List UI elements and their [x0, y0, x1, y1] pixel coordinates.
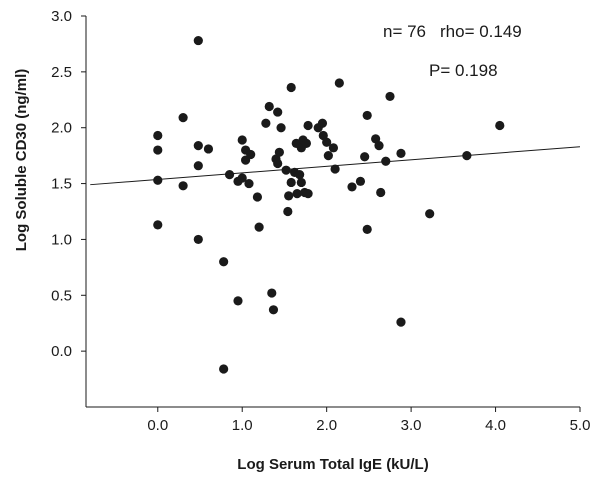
data-point — [425, 209, 435, 219]
data-point — [323, 151, 333, 161]
y-axis-title: Log Soluble CD30 (ng/ml) — [13, 69, 30, 252]
data-point — [267, 288, 277, 298]
x-tick-label: 0.0 — [147, 417, 168, 434]
y-tick-label: 3.0 — [51, 8, 72, 25]
data-point — [292, 189, 302, 199]
x-axis-title: Log Serum Total IgE (kU/L) — [237, 456, 428, 473]
data-point — [268, 305, 279, 315]
data-point — [295, 170, 305, 180]
data-point — [322, 137, 332, 147]
data-point — [334, 78, 344, 88]
data-point — [264, 101, 274, 112]
data-point — [274, 147, 284, 157]
data-point — [244, 178, 254, 189]
tick-group: 0.0 0.5 1.0 1.5 2.0 2.5 3.0 0.0 1.0 2.0 3.0 4.0 5.0 — [51, 8, 590, 434]
data-point — [355, 176, 366, 186]
data-point — [385, 91, 395, 102]
data-point — [381, 156, 391, 166]
y-tick-label: 2.5 — [51, 64, 72, 81]
data-point — [153, 220, 163, 230]
data-point — [153, 175, 163, 185]
data-point — [224, 170, 235, 180]
data-point — [396, 317, 406, 327]
x-tick-label: 5.0 — [570, 417, 591, 434]
x-tick-label: 2.0 — [316, 417, 337, 434]
y-tick-label: 2.0 — [51, 120, 72, 137]
data-point — [286, 82, 296, 93]
data-point — [374, 140, 384, 151]
data-point — [219, 257, 229, 267]
y-tick-label: 0.0 — [51, 343, 72, 360]
data-point — [254, 222, 264, 232]
data-point — [153, 145, 163, 155]
data-point — [283, 206, 293, 217]
axes — [85, 16, 580, 408]
data-point — [286, 177, 296, 188]
data-point — [237, 173, 247, 183]
data-point — [261, 118, 271, 128]
data-point — [193, 161, 203, 171]
data-point — [233, 296, 243, 306]
data-point — [153, 130, 163, 141]
data-point — [495, 120, 505, 131]
data-point — [178, 113, 188, 123]
y-tick-label: 1.0 — [51, 231, 72, 248]
data-point — [462, 151, 472, 161]
data-point — [396, 148, 406, 159]
data-point — [219, 364, 229, 374]
x-tick-label: 1.0 — [232, 417, 253, 434]
rho-annotation: rho= 0.149 — [440, 22, 522, 41]
x-tick-label: 3.0 — [401, 417, 422, 434]
data-point — [330, 164, 340, 174]
data-point — [237, 135, 247, 145]
data-point — [360, 152, 370, 162]
data-point — [303, 189, 313, 199]
y-tick-label: 0.5 — [51, 287, 72, 304]
data-point — [284, 191, 294, 201]
data-point — [273, 107, 283, 117]
data-point — [328, 143, 339, 153]
data-point — [276, 123, 286, 133]
data-point — [178, 181, 188, 191]
data-point — [376, 187, 386, 198]
data-point — [193, 35, 203, 46]
data-point — [203, 144, 214, 154]
p-value-annotation: P= 0.198 — [429, 61, 498, 80]
data-point — [252, 192, 263, 202]
data-point — [303, 120, 313, 131]
data-point — [193, 234, 203, 245]
n-annotation: n= 76 — [383, 22, 426, 41]
data-point — [193, 140, 203, 151]
y-tick-label: 1.5 — [51, 176, 72, 193]
data-point — [281, 165, 291, 175]
data-point — [347, 182, 357, 192]
data-point — [362, 110, 372, 121]
data-point — [317, 118, 328, 128]
data-point — [246, 149, 256, 160]
data-points — [153, 35, 505, 374]
data-point — [273, 158, 283, 169]
data-point — [301, 138, 311, 148]
data-point — [362, 224, 372, 234]
data-point — [296, 177, 306, 188]
x-tick-label: 4.0 — [485, 417, 506, 434]
